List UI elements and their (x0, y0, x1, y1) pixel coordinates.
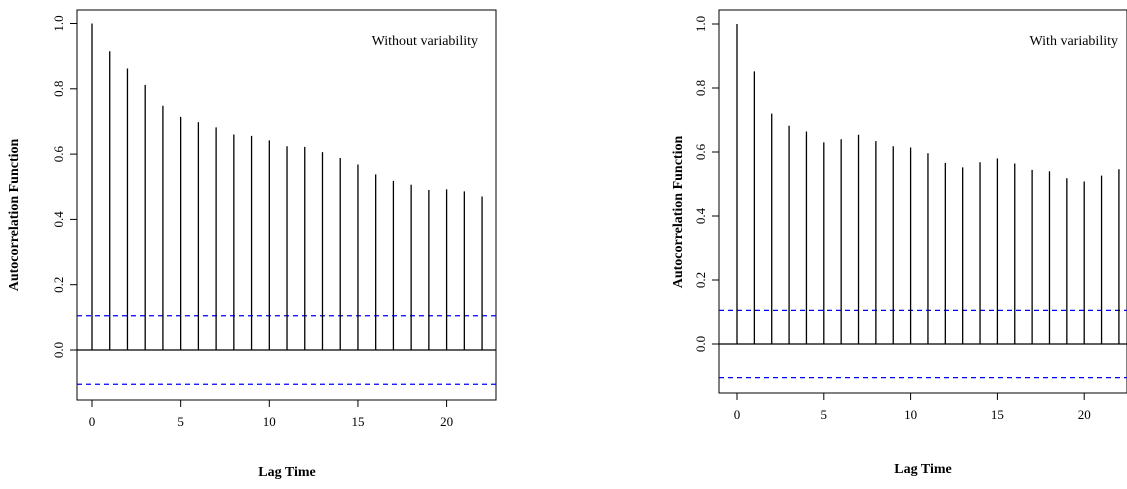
y-tick-label: 1.0 (51, 15, 66, 31)
x-tick-label: 10 (904, 407, 917, 422)
y-tick-label: 1.0 (693, 16, 708, 32)
y-tick-label: 0.4 (51, 211, 66, 228)
y-tick-label: 0.8 (693, 80, 708, 96)
panel-annotation: Without variability (372, 34, 478, 49)
x-tick-label: 0 (734, 407, 741, 422)
y-tick-label: 0.6 (693, 143, 708, 160)
panel-annotation: With variability (1030, 34, 1118, 49)
x-tick-label: 10 (263, 414, 276, 429)
y-tick-label: 0.8 (51, 81, 66, 97)
y-tick-label: 0.0 (51, 342, 66, 358)
x-axis-label: Lag Time (894, 462, 951, 477)
acf-panel-1: 0 5 10 15 20 0.0 0.2 0.4 0.6 0.8 1.0 Lag Time Autoco… (7, 9, 497, 480)
y-axis-label: Autocorrelation Function (7, 139, 22, 292)
x-tick-label: 20 (1078, 407, 1091, 422)
y-tick-label: 0.0 (693, 336, 708, 352)
y-tick-label: 0.6 (51, 145, 66, 162)
plot-frame (76, 9, 497, 401)
x-tick-label: 15 (991, 407, 1004, 422)
y-tick-label: 0.4 (693, 207, 708, 224)
y-tick-label: 0.2 (693, 272, 708, 288)
x-tick-label: 20 (440, 414, 453, 429)
x-axis-label: Lag Time (258, 465, 315, 480)
x-tick-label: 5 (821, 407, 828, 422)
x-tick-label: 15 (351, 414, 364, 429)
y-tick-label: 0.2 (51, 277, 66, 293)
y-axis-label: Autocorrelation Function (671, 136, 686, 289)
plot-frame (718, 9, 1127, 394)
x-tick-label: 0 (89, 414, 96, 429)
x-tick-label: 5 (177, 414, 184, 429)
acf-panel-2: 0 5 10 15 20 0.0 0.2 0.4 0.6 0.8 1.0 Lag Time Autoco… (671, 9, 1127, 477)
